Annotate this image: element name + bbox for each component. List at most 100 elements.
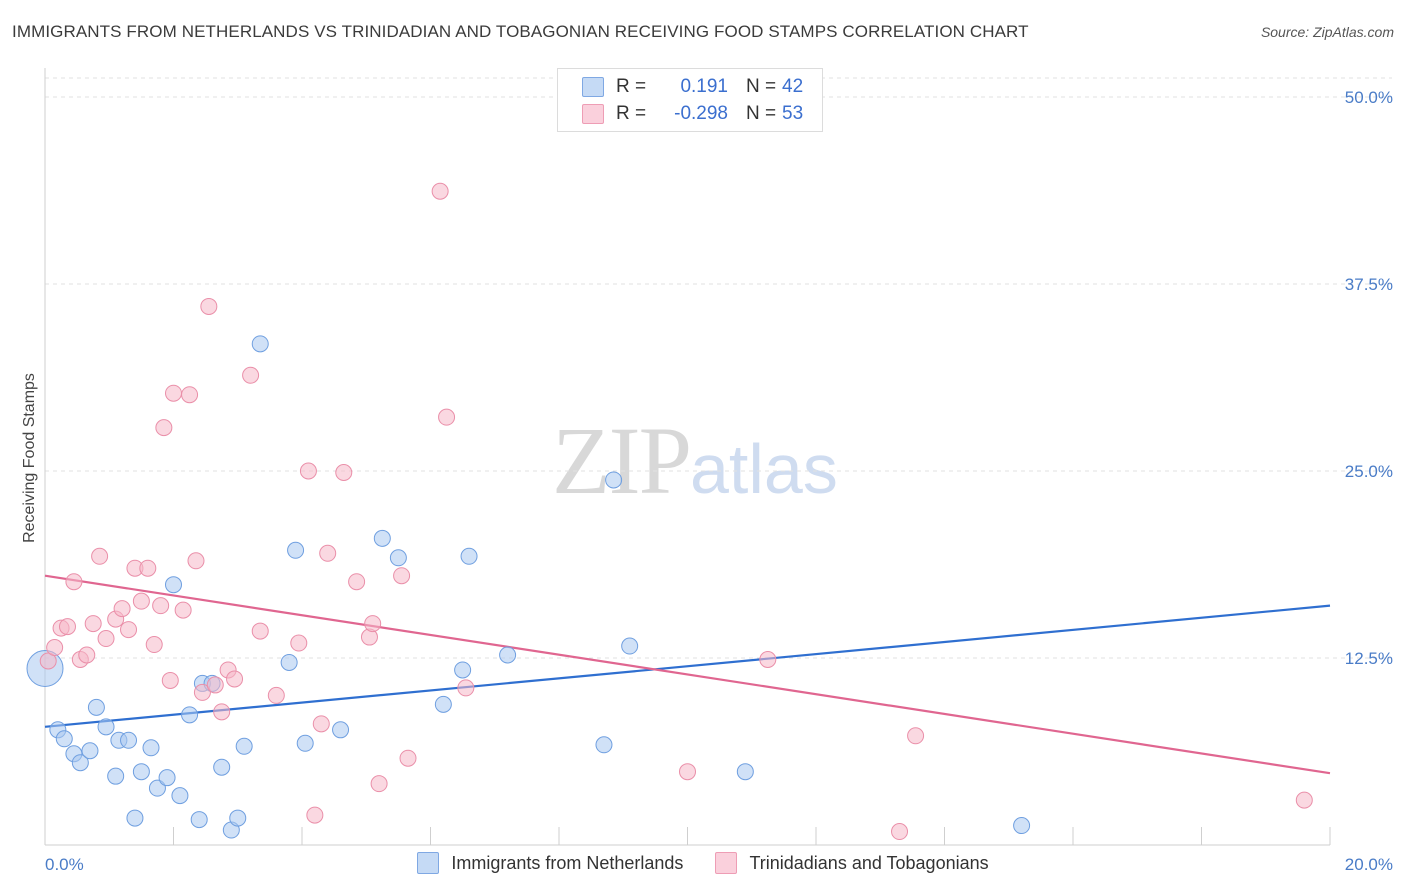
series-legend-netherlands: Immigrants from Netherlands: [417, 852, 683, 874]
watermark: ZIPatlas: [552, 405, 838, 516]
point-trinidad: [139, 559, 157, 577]
point-netherlands: [142, 739, 160, 757]
legend-r-label: R =: [616, 103, 647, 124]
point-trinidad: [438, 408, 456, 426]
point-trinidad: [113, 600, 131, 618]
point-trinidad: [393, 567, 411, 585]
point-trinidad: [457, 679, 475, 697]
point-trinidad: [242, 366, 260, 384]
correlation-legend: R = 0.191 N = 42 R = -0.298 N = 53: [557, 68, 823, 132]
point-trinidad: [364, 615, 382, 633]
point-netherlands: [434, 695, 452, 713]
point-netherlands: [148, 779, 166, 797]
point-netherlands: [287, 541, 305, 559]
point-netherlands: [454, 661, 472, 679]
watermark-atlas: atlas: [690, 430, 838, 508]
point-netherlands: [71, 754, 89, 772]
series-swatch-trinidad: [715, 852, 738, 874]
legend-n-value: 53: [782, 103, 804, 124]
point-trinidad: [679, 763, 696, 781]
chart-title: IMMIGRANTS FROM NETHERLANDS VS TRINIDADI…: [12, 22, 1029, 41]
point-netherlands: [132, 763, 150, 781]
point-trinidad: [165, 384, 182, 402]
point-netherlands: [165, 576, 182, 594]
x-tick-label: 0.0%: [45, 855, 84, 874]
point-trinidad: [187, 552, 205, 570]
point-netherlands: [190, 811, 208, 829]
point-trinidad: [290, 634, 308, 652]
legend-row-trinidad: R = -0.298 N = 53: [582, 102, 803, 126]
legend-n-value: 42: [782, 76, 804, 97]
data-points: [26, 182, 1313, 841]
legend-row-netherlands: R = 0.191 N = 42: [582, 75, 803, 99]
point-netherlands: [181, 706, 199, 724]
point-netherlands: [1013, 817, 1031, 835]
point-trinidad: [58, 618, 76, 636]
point-trinidad: [145, 636, 163, 654]
point-trinidad: [319, 544, 337, 562]
point-trinidad: [84, 615, 102, 633]
point-trinidad: [399, 749, 417, 767]
point-netherlands: [213, 758, 231, 776]
point-trinidad: [267, 686, 285, 704]
point-trinidad: [152, 597, 170, 615]
point-trinidad: [181, 386, 199, 404]
point-netherlands: [171, 787, 189, 805]
point-netherlands: [251, 335, 269, 353]
series-legend-trinidad: Trinidadians and Tobagonians: [715, 852, 989, 874]
y-tick-label: 50.0%: [1345, 88, 1393, 107]
point-netherlands: [55, 730, 73, 748]
point-trinidad: [251, 622, 269, 640]
point-trinidad: [213, 703, 231, 721]
y-tick-label: 37.5%: [1345, 275, 1393, 294]
point-netherlands: [499, 646, 517, 664]
y-tick-label: 25.0%: [1345, 462, 1393, 481]
point-trinidad: [891, 823, 909, 841]
point-trinidad: [206, 676, 224, 694]
point-netherlands: [235, 737, 253, 755]
legend-r-label: R =: [616, 76, 647, 97]
point-netherlands: [373, 529, 391, 547]
point-trinidad: [312, 715, 330, 733]
point-trinidad: [299, 462, 317, 480]
y-tick-label: 12.5%: [1345, 649, 1393, 668]
point-trinidad: [65, 573, 83, 591]
y-axis-label: Receiving Food Stamps: [21, 373, 38, 543]
point-netherlands: [107, 767, 125, 785]
trend-lines: [44, 574, 1331, 775]
point-trinidad: [370, 775, 388, 793]
point-trinidad: [759, 650, 777, 668]
point-netherlands: [605, 471, 623, 489]
point-netherlands: [296, 734, 314, 752]
series-legend: Immigrants from Netherlands Trinidadians…: [0, 852, 1406, 874]
point-trinidad: [120, 621, 138, 639]
source-label: Source: ZipAtlas.com: [1260, 24, 1394, 40]
legend-swatch-netherlands: [582, 77, 604, 97]
legend-swatch-trinidad: [582, 104, 604, 124]
point-netherlands: [621, 637, 639, 655]
point-trinidad: [193, 683, 211, 701]
point-netherlands: [97, 718, 115, 736]
point-netherlands: [280, 653, 298, 671]
point-trinidad: [97, 630, 115, 648]
x-tick-label: 20.0%: [1345, 855, 1393, 874]
point-netherlands: [332, 721, 350, 739]
trend-line-netherlands: [44, 604, 1331, 728]
point-trinidad: [161, 671, 179, 689]
point-trinidad: [132, 592, 150, 610]
point-netherlands: [595, 736, 613, 754]
point-trinidad: [174, 601, 192, 619]
series-swatch-netherlands: [417, 852, 440, 874]
point-trinidad: [335, 463, 353, 481]
point-netherlands: [81, 742, 99, 760]
legend-r-value: 0.191: [680, 76, 728, 97]
watermark-zip: ZIP: [552, 407, 692, 514]
point-trinidad: [46, 639, 64, 657]
point-trinidad: [200, 297, 218, 315]
legend-r-value: -0.298: [674, 103, 728, 124]
point-trinidad: [348, 573, 366, 591]
point-netherlands: [126, 809, 144, 827]
point-netherlands: [389, 549, 407, 567]
point-netherlands: [158, 769, 176, 787]
point-netherlands: [229, 809, 247, 827]
